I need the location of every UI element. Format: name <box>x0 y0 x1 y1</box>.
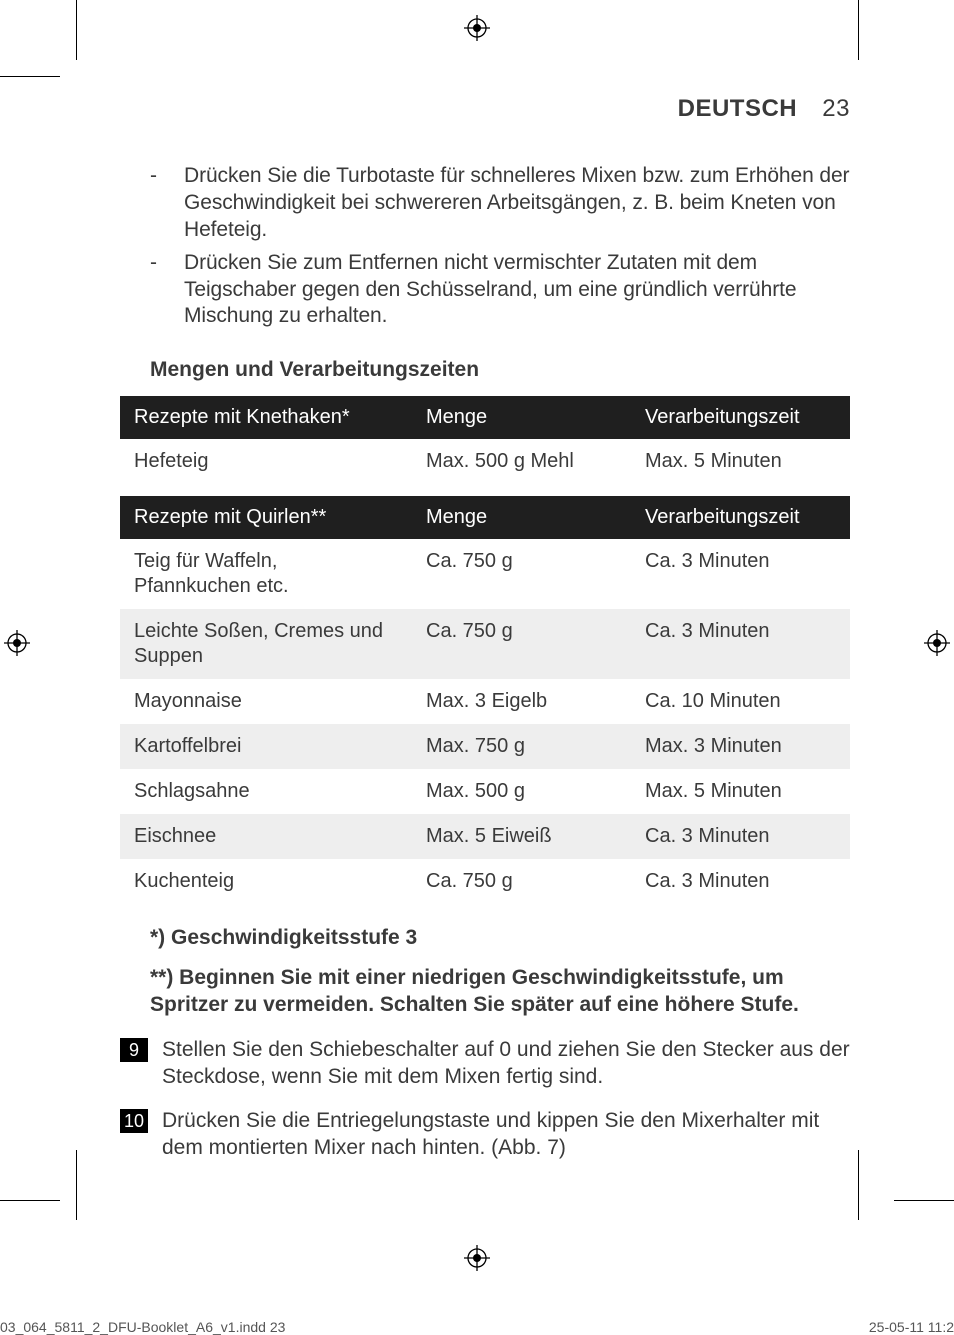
table-body: HefeteigMax. 500 g MehlMax. 5 Minuten <box>120 439 850 484</box>
table-row: MayonnaiseMax. 3 EigelbCa. 10 Minuten <box>120 679 850 724</box>
page-number: 23 <box>822 95 850 122</box>
table-row: Teig für Waffeln, Pfannkuchen etc.Ca. 75… <box>120 539 850 609</box>
table-cell: Schlagsahne <box>120 769 412 814</box>
table-cell: Ca. 750 g <box>412 539 631 609</box>
table-cell: Mayonnaise <box>120 679 412 724</box>
table-row: SchlagsahneMax. 500 gMax. 5 Minuten <box>120 769 850 814</box>
table-cell: Max. 5 Minuten <box>631 439 850 484</box>
table-row: KuchenteigCa. 750 gCa. 3 Minuten <box>120 859 850 904</box>
table-body: Teig für Waffeln, Pfannkuchen etc.Ca. 75… <box>120 539 850 904</box>
table-cell: Max. 500 g Mehl <box>412 439 631 484</box>
running-head: DEUTSCH 23 <box>120 95 850 123</box>
table-cell: Max. 3 Minuten <box>631 724 850 769</box>
step-number: 9 <box>120 1038 148 1062</box>
step-item: 9 Stellen Sie den Schiebeschalter auf 0 u… <box>120 1036 850 1091</box>
table-header: Rezepte mit Knethaken* <box>120 396 412 439</box>
step-item: 10 Drücken Sie die Entriegelungstaste und… <box>120 1107 850 1162</box>
table-row: Leichte Soßen, Cremes und SuppenCa. 750 … <box>120 609 850 679</box>
table-cell: Max. 750 g <box>412 724 631 769</box>
step-text: Drücken Sie die Entriegelungstaste und k… <box>162 1109 819 1159</box>
table-cell: Max. 5 Eiweiß <box>412 814 631 859</box>
step-number: 10 <box>120 1109 148 1133</box>
table-row: KartoffelbreiMax. 750 gMax. 3 Minuten <box>120 724 850 769</box>
table-header: Menge <box>412 396 631 439</box>
crop-mark <box>76 0 77 60</box>
footnote: *) Geschwindigkeitsstufe 3 <box>150 924 850 951</box>
table-cell: Ca. 3 Minuten <box>631 609 850 679</box>
numbered-steps: 9 Stellen Sie den Schiebeschalter auf 0 u… <box>120 1036 850 1161</box>
table-cell: Ca. 3 Minuten <box>631 814 850 859</box>
table-cell: Ca. 750 g <box>412 609 631 679</box>
footer-filename: 03_064_5811_2_DFU-Booklet_A6_v1.indd 23 <box>0 1319 285 1335</box>
table-quirlen: Rezepte mit Quirlen** Menge Verarbeitung… <box>120 496 850 904</box>
table-cell: Kartoffelbrei <box>120 724 412 769</box>
table-cell: Ca. 3 Minuten <box>631 859 850 904</box>
registration-mark-top <box>464 15 490 41</box>
table-header: Rezepte mit Quirlen** <box>120 496 412 539</box>
footer-date: 25-05-11 11:2 <box>869 1319 954 1335</box>
table-cell: Ca. 750 g <box>412 859 631 904</box>
table-knethaken: Rezepte mit Knethaken* Menge Verarbeitun… <box>120 396 850 484</box>
step-text: Stellen Sie den Schiebeschalter auf 0 un… <box>162 1038 850 1088</box>
crop-mark <box>858 0 859 60</box>
content-area: DEUTSCH 23 Drücken Sie die Turbotaste fü… <box>120 95 850 1177</box>
registration-mark-left <box>4 630 30 656</box>
crop-mark <box>0 1200 60 1201</box>
table-cell: Max. 5 Minuten <box>631 769 850 814</box>
table-cell: Ca. 10 Minuten <box>631 679 850 724</box>
table-cell: Max. 500 g <box>412 769 631 814</box>
table-cell: Leichte Soßen, Cremes und Suppen <box>120 609 412 679</box>
crop-mark <box>0 76 60 77</box>
table-row: HefeteigMax. 500 g MehlMax. 5 Minuten <box>120 439 850 484</box>
table-cell: Kuchenteig <box>120 859 412 904</box>
footnote: **) Beginnen Sie mit einer niedrigen Ges… <box>150 964 850 1019</box>
table-header: Menge <box>412 496 631 539</box>
page: DEUTSCH 23 Drücken Sie die Turbotaste fü… <box>0 0 954 1325</box>
registration-mark-right <box>924 630 950 656</box>
bullet-item: Drücken Sie die Turbotaste für schneller… <box>150 163 850 244</box>
table-cell: Teig für Waffeln, Pfannkuchen etc. <box>120 539 412 609</box>
footnotes: *) Geschwindigkeitsstufe 3 **) Beginnen … <box>150 924 850 1018</box>
crop-mark <box>858 1150 859 1220</box>
table-cell: Max. 3 Eigelb <box>412 679 631 724</box>
crop-mark <box>894 1200 954 1201</box>
table-cell: Eischnee <box>120 814 412 859</box>
table-row: EischneeMax. 5 EiweißCa. 3 Minuten <box>120 814 850 859</box>
table-header: Verarbeitungszeit <box>631 396 850 439</box>
section-title: Mengen und Verarbeitungszeiten <box>150 358 850 382</box>
crop-mark <box>76 1150 77 1220</box>
table-cell: Ca. 3 Minuten <box>631 539 850 609</box>
bullet-list: Drücken Sie die Turbotaste für schneller… <box>150 163 850 330</box>
table-cell: Hefeteig <box>120 439 412 484</box>
registration-mark-bottom <box>464 1245 490 1271</box>
table-header: Verarbeitungszeit <box>631 496 850 539</box>
language-label: DEUTSCH <box>678 95 798 122</box>
bullet-item: Drücken Sie zum Entfernen nicht vermisch… <box>150 250 850 331</box>
